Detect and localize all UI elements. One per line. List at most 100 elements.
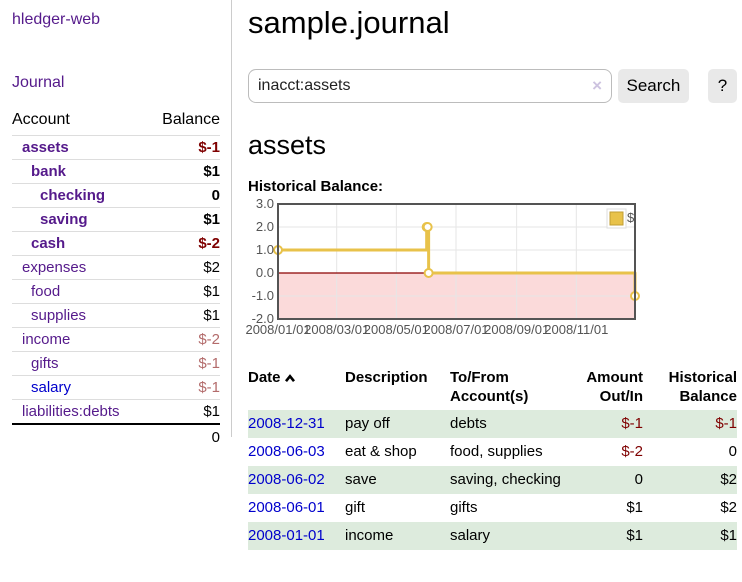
register-date-cell: 2008-12-31 [248,410,345,438]
sidebar-account-supplies[interactable]: supplies [31,307,87,324]
register-balance-cell: $-1 [715,415,737,432]
register-amount-cell: $-1 [621,415,643,432]
account-row: assets $-1 [12,135,220,160]
register-balance-cell: $2 [720,499,737,516]
account-name-cell: checking [12,183,148,208]
page-title: sample.journal [248,5,450,40]
nav-journal-link[interactable]: Journal [12,74,65,91]
account-row: expenses $2 [12,255,220,280]
transaction-date-link[interactable]: 2008-01-01 [248,527,325,544]
register-accounts-cell: salary [450,527,491,544]
sidebar-account-gifts[interactable]: gifts [31,355,59,372]
search-button[interactable]: Search [618,69,689,103]
account-name-cell: saving [12,207,148,232]
svg-text:-2.0: -2.0 [252,311,274,326]
sidebar-account-bank[interactable]: bank [31,163,67,180]
svg-text:2008/03/01: 2008/03/01 [304,322,369,337]
sidebar-account-assets[interactable]: assets [22,139,69,156]
register-description-cell: eat & shop [345,443,417,460]
accounts-total-value: 0 [147,423,220,450]
register-balance-cell: 0 [728,443,737,460]
account-row: gifts $-1 [12,351,220,376]
register-description-cell: income [345,527,394,544]
register-date-cell: 2008-01-01 [248,522,345,550]
svg-text:2.0: 2.0 [256,219,274,234]
register-accounts-cell: food, supplies [450,443,543,460]
account-balance: $1 [147,207,220,232]
accounts-header-row: Account Balance [12,109,220,136]
account-balance: $-2 [147,327,220,352]
sidebar-account-checking[interactable]: checking [40,187,106,204]
app-title-link[interactable]: hledger-web [12,11,101,28]
account-name-cell: assets [12,135,148,160]
register-amount-cell: 0 [634,471,643,488]
account-balance: 0 [147,183,220,208]
clear-search-icon[interactable]: × [592,76,602,95]
help-button[interactable]: ? [707,69,737,103]
register-row: 2008-06-03 eat & shop food, supplies $-2 0 [248,438,737,466]
col-date-label: Date [248,369,281,386]
register-amount-cell: $-2 [621,443,643,460]
svg-text:2008/01/01: 2008/01/01 [245,322,310,337]
register-header-row: Date Description To/From Account(s) Amou… [248,366,737,410]
search-box: × [248,69,612,103]
sort-ascending-icon [284,374,295,383]
col-description: Description [345,369,428,386]
sidebar: hledger-web Journal Account Balance asse… [0,0,232,450]
sidebar-account-salary[interactable]: salary [31,379,72,396]
account-balance: $2 [147,255,220,280]
transaction-date-link[interactable]: 2008-06-03 [248,443,325,460]
sidebar-account-saving[interactable]: saving [40,211,88,228]
register-balance-cell: $2 [720,471,737,488]
register-date-cell: 2008-06-02 [248,466,345,494]
account-balance: $-2 [147,231,220,256]
transaction-date-link[interactable]: 2008-12-31 [248,415,325,432]
transaction-date-link[interactable]: 2008-06-01 [248,499,325,516]
account-row: liabilities:debts $1 [12,399,220,424]
svg-text:1.0: 1.0 [256,242,274,257]
accounts-total-spacer [12,423,148,450]
register-amount-cell: $1 [626,499,643,516]
register-row: 2008-06-02 save saving, checking 0 $2 [248,466,737,494]
account-balance: $-1 [147,135,220,160]
account-name-cell: salary [12,375,148,400]
register-amount-cell: $1 [626,527,643,544]
register-row: 2008-12-31 pay off debts $-1 $-1 [248,410,737,438]
account-name-cell: bank [12,159,148,184]
accounts-header-account: Account [12,111,70,128]
register-description-cell: pay off [345,415,390,432]
account-row: salary $-1 [12,375,220,400]
sidebar-account-food[interactable]: food [31,283,61,300]
historical-balance-chart[interactable]: $3.0 2.0 1.0 0.0 -1.0 -2.0 2008/01/01 2008/03/0… [245,196,648,338]
main-content: sample.journal × Search ? assets Histori… [233,0,742,550]
account-name-cell: income [12,327,148,352]
sidebar-account-expenses[interactable]: expenses [22,259,87,276]
account-balance: $1 [147,279,220,304]
col-accounts: To/From Account(s) [450,369,529,405]
account-row: checking 0 [12,183,220,208]
col-amount: Amount Out/In [586,369,643,405]
register-row: 2008-06-01 gift gifts $1 $2 [248,494,737,522]
sidebar-account-cash[interactable]: cash [31,235,66,252]
col-date[interactable]: Date [248,366,345,410]
account-balance: $-1 [147,351,220,376]
account-row: saving $1 [12,207,220,232]
account-row: income $-2 [12,327,220,352]
account-name-cell: cash [12,231,148,256]
accounts-table: Account Balance assets $-1 bank $1 checking 0… [12,109,220,450]
svg-text:2008/11/01: 2008/11/01 [544,322,608,337]
search-input[interactable] [248,69,612,103]
transaction-date-link[interactable]: 2008-06-02 [248,471,325,488]
chart-title: Historical Balance: [248,178,384,195]
register-accounts-cell: saving, checking [450,471,561,488]
svg-text:3.0: 3.0 [256,196,274,211]
sidebar-account-income[interactable]: income [22,331,71,348]
svg-text:0.0: 0.0 [256,265,274,280]
register-date-cell: 2008-06-03 [248,438,345,466]
account-balance: $-1 [147,375,220,400]
sidebar-account-liabilities-debts[interactable]: liabilities:debts [22,403,120,420]
account-name-cell: supplies [12,303,148,328]
register-accounts-cell: debts [450,415,487,432]
account-balance: $1 [147,399,220,424]
register-table-body: 2008-12-31 pay off debts $-1 $-1 2008-06-03 ea… [248,410,737,550]
